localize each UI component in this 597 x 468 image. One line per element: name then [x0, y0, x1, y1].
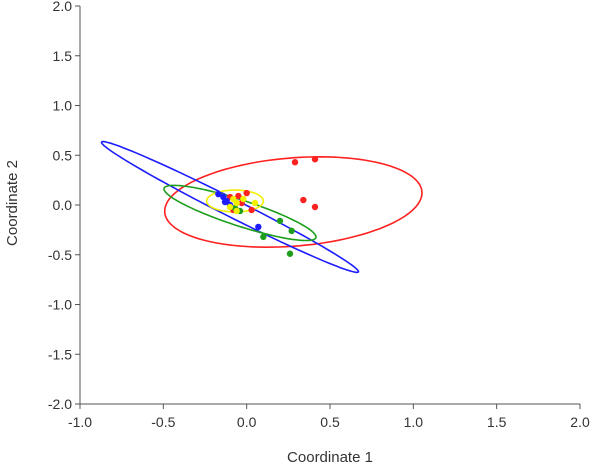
y-tick-label: -2.0	[48, 396, 72, 412]
y-axis-label: Coordinate 2	[4, 160, 21, 246]
axes: 2.0 1.5 1.0 0.5 0.0 -0.5 -1.0 -1.5 -2.0 -1.0 -0.5 0…	[48, 0, 590, 430]
data-point	[233, 207, 240, 215]
data-point	[235, 192, 242, 200]
data-point	[300, 196, 307, 204]
x-tick-label: 2.0	[570, 414, 590, 430]
x-tick-label: 0.0	[237, 414, 257, 430]
data-point	[288, 227, 295, 235]
data-points	[215, 156, 319, 257]
confidence-ellipse-1	[100, 140, 360, 274]
data-point	[243, 189, 250, 197]
confidence-ellipse-2	[163, 184, 317, 242]
x-tick-label: 0.5	[320, 414, 340, 430]
data-point	[286, 250, 294, 257]
confidence-ellipses	[100, 140, 423, 274]
y-tick-label: 1.0	[53, 98, 73, 114]
y-tick-label: 2.0	[53, 0, 73, 14]
y-tick-label: -0.5	[48, 247, 72, 263]
data-point	[215, 190, 222, 198]
y-tick-label: 0.0	[53, 197, 73, 213]
x-axis-label: Coordinate 1	[287, 449, 373, 466]
y-tick-label: 1.5	[53, 48, 73, 64]
x-tick-label: -0.5	[151, 414, 175, 430]
x-tick-label: 1.0	[404, 414, 424, 430]
data-point	[226, 203, 234, 211]
y-tick-label: -1.0	[48, 297, 72, 313]
data-point	[311, 156, 319, 163]
x-tick-label: -1.0	[68, 414, 92, 430]
y-tick-label: -1.5	[48, 346, 72, 362]
x-tick-label: 1.5	[487, 414, 507, 430]
y-tick-label: 0.5	[53, 147, 73, 163]
confidence-ellipse-0	[163, 155, 423, 249]
data-point	[233, 199, 240, 207]
data-point	[291, 159, 299, 166]
data-point	[248, 206, 255, 214]
data-point	[276, 217, 284, 225]
data-point	[260, 233, 267, 241]
data-point	[255, 223, 262, 231]
data-point	[251, 199, 259, 207]
data-point	[311, 203, 319, 211]
data-point	[220, 193, 227, 201]
data-point	[221, 198, 229, 206]
data-point	[240, 195, 247, 203]
